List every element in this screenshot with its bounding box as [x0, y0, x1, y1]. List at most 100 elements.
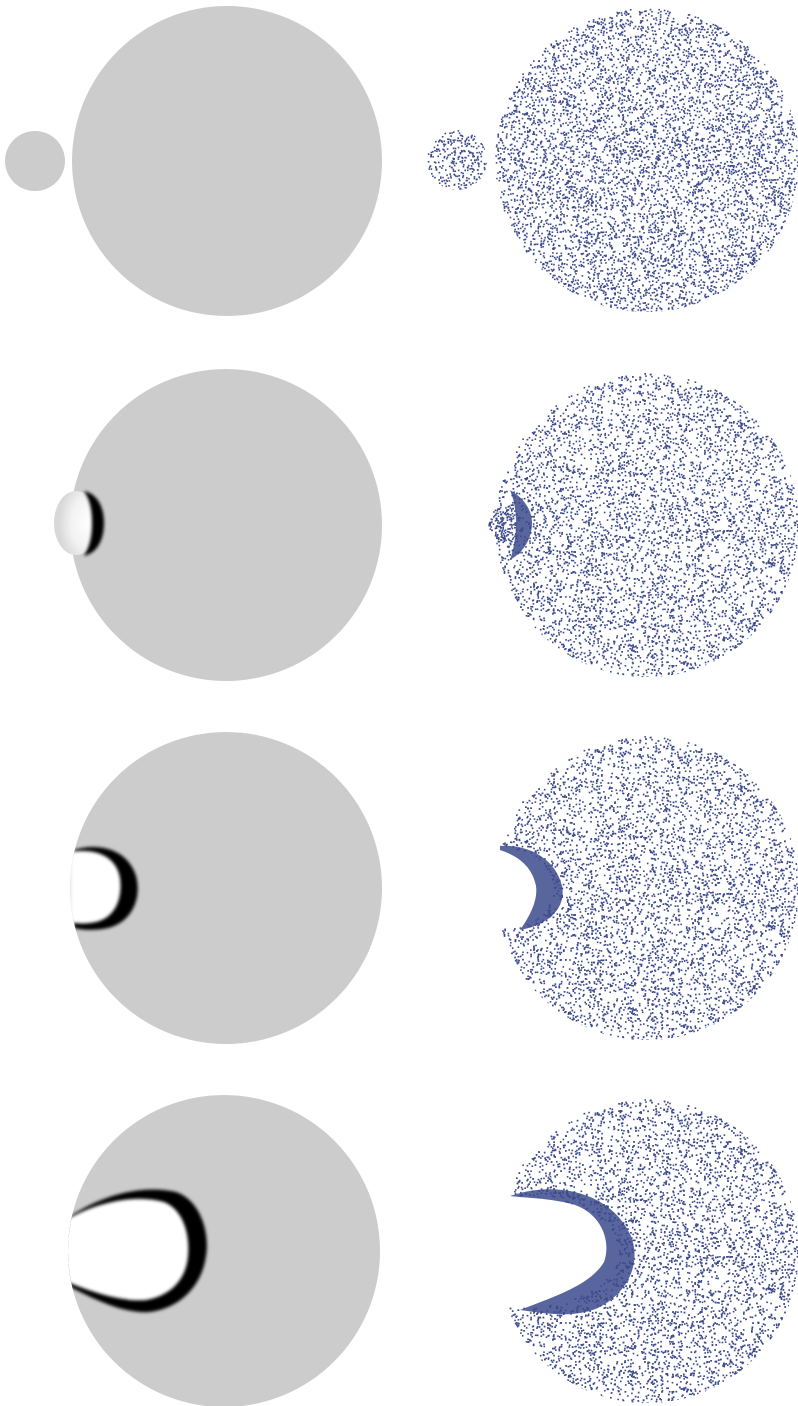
particle — [545, 112, 548, 114]
particle — [643, 193, 645, 196]
particle — [677, 104, 679, 106]
particle — [706, 110, 708, 112]
particle — [554, 76, 556, 79]
particle — [721, 194, 723, 197]
particle — [631, 157, 634, 160]
particle — [749, 147, 751, 150]
particle — [610, 26, 612, 29]
particle — [651, 15, 653, 17]
particle — [668, 282, 670, 284]
particle — [777, 90, 780, 93]
particle — [697, 181, 700, 183]
particle — [497, 153, 500, 156]
particle — [625, 10, 627, 13]
particle — [674, 107, 677, 110]
particle — [716, 93, 719, 95]
particle — [542, 98, 544, 101]
particle — [758, 87, 761, 89]
particle — [606, 154, 609, 156]
particle — [527, 78, 530, 80]
particle — [739, 40, 742, 42]
particle — [623, 228, 626, 230]
particle — [704, 261, 706, 263]
particle — [771, 217, 773, 219]
particle — [613, 132, 616, 134]
particle — [784, 220, 786, 222]
particle — [592, 157, 595, 159]
particle — [521, 78, 524, 81]
particle — [556, 227, 558, 230]
particle — [642, 113, 644, 115]
particle — [577, 214, 579, 216]
particle — [636, 257, 639, 260]
particle — [694, 263, 697, 266]
particle — [556, 181, 559, 183]
particle — [688, 153, 690, 155]
particle — [668, 287, 670, 289]
particle — [612, 228, 615, 231]
particle — [603, 27, 605, 29]
particle — [618, 229, 620, 232]
particle — [705, 296, 708, 298]
particle — [704, 86, 706, 88]
particle — [666, 156, 669, 159]
particle — [636, 236, 639, 238]
particle — [737, 201, 740, 203]
particle — [729, 270, 732, 272]
particle — [742, 235, 744, 238]
particle — [719, 74, 722, 77]
particle — [710, 73, 713, 76]
particle — [721, 143, 724, 146]
particle — [640, 199, 643, 201]
particle — [580, 281, 582, 284]
particle — [754, 82, 757, 85]
particle — [617, 13, 619, 15]
particle — [671, 139, 673, 141]
particle — [641, 261, 644, 263]
particle — [678, 261, 681, 263]
particle — [655, 19, 658, 21]
particle — [555, 200, 557, 202]
particle — [680, 34, 683, 37]
particle — [633, 128, 635, 130]
particle — [763, 214, 765, 216]
particle — [541, 203, 543, 206]
particle — [584, 237, 587, 239]
particle — [552, 68, 554, 70]
particle — [705, 178, 707, 180]
particle — [521, 210, 523, 212]
particle — [667, 201, 669, 204]
particle — [675, 70, 678, 73]
particle — [549, 135, 551, 138]
particle — [594, 103, 596, 105]
particle — [530, 244, 532, 246]
particle — [745, 49, 748, 52]
particle — [600, 161, 602, 163]
particle — [660, 171, 662, 174]
particle — [508, 117, 511, 119]
particle — [543, 256, 546, 259]
particle — [780, 205, 783, 208]
particle — [764, 157, 767, 160]
particle — [717, 118, 720, 120]
particle — [585, 195, 587, 197]
particle — [523, 229, 525, 232]
particle — [549, 169, 551, 171]
particle — [670, 285, 672, 287]
particle — [679, 145, 682, 148]
particle — [619, 209, 622, 211]
particle — [772, 191, 775, 193]
particle — [714, 199, 717, 202]
particle — [773, 114, 776, 117]
particle — [690, 186, 692, 188]
particle — [709, 119, 711, 121]
particle — [765, 215, 768, 218]
particle — [604, 259, 606, 261]
particle — [761, 190, 764, 192]
particle — [560, 223, 563, 226]
particle — [665, 23, 668, 26]
particle — [774, 224, 777, 226]
particle — [550, 175, 552, 178]
particle — [588, 123, 591, 126]
particle — [585, 223, 587, 225]
